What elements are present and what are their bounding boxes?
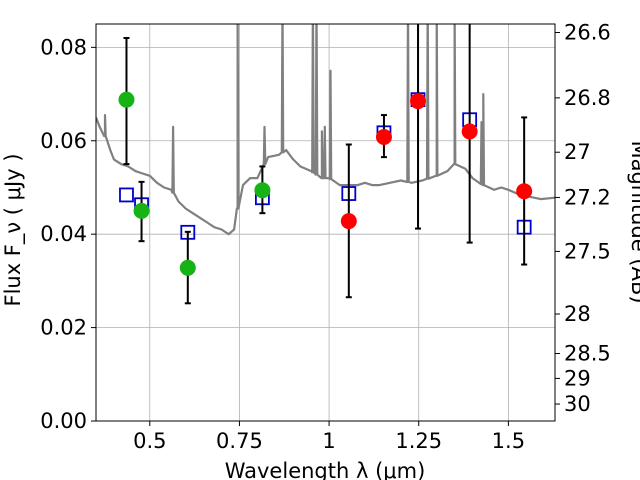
observed-flux-red-point (375, 129, 392, 146)
x-tick-label: 1.5 (492, 429, 525, 453)
y-axis-left: 0.00 0.02 0.04 0.06 0.08 (40, 35, 96, 433)
y-axis-right-label: Magnitude (AB) (627, 140, 640, 303)
right-tick-label: 27.5 (564, 239, 611, 263)
right-tick-label: 27.2 (564, 185, 611, 209)
observed-flux-green-point (133, 202, 150, 219)
y-tick-label: 0.00 (40, 409, 87, 433)
x-tick-label: 1.25 (395, 429, 442, 453)
observed-flux-red-point (410, 93, 427, 110)
right-tick-label: 30 (564, 392, 591, 416)
observed-flux-green-point (118, 91, 135, 108)
y-tick-label: 0.02 (40, 316, 87, 340)
right-tick-label: 29 (564, 366, 591, 390)
right-tick-label: 28.5 (564, 341, 611, 365)
right-tick-label: 26.6 (564, 20, 611, 44)
observed-flux-red-point (340, 213, 357, 230)
x-axis-label: Wavelength λ (μm) (225, 459, 426, 480)
data-markers (118, 24, 533, 305)
plot-frame (95, 23, 556, 422)
x-tick-label: 1 (322, 429, 335, 453)
model-spectrum-polyline (96, 24, 555, 236)
observed-flux-red-point (461, 123, 478, 140)
y-tick-label: 0.04 (40, 222, 87, 246)
y-tick-label: 0.06 (40, 129, 87, 153)
model-spectrum-line (96, 24, 555, 236)
right-tick-label: 28 (564, 302, 591, 326)
observed-flux-green-point (254, 182, 271, 199)
x-tick-label: 0.75 (216, 429, 263, 453)
right-tick-label: 26.8 (564, 86, 611, 110)
right-tick-label: 27 (564, 140, 591, 164)
y-axis-label: Flux F_ν ( μJy ) (1, 153, 26, 306)
x-axis: 0.5 0.75 1 1.25 1.5 (133, 421, 525, 453)
observed-flux-green-point (179, 259, 196, 276)
x-tick-label: 0.5 (133, 429, 166, 453)
observed-flux-red-point (516, 183, 533, 200)
model-flux-square (119, 187, 134, 203)
y-tick-label: 0.08 (40, 35, 87, 59)
